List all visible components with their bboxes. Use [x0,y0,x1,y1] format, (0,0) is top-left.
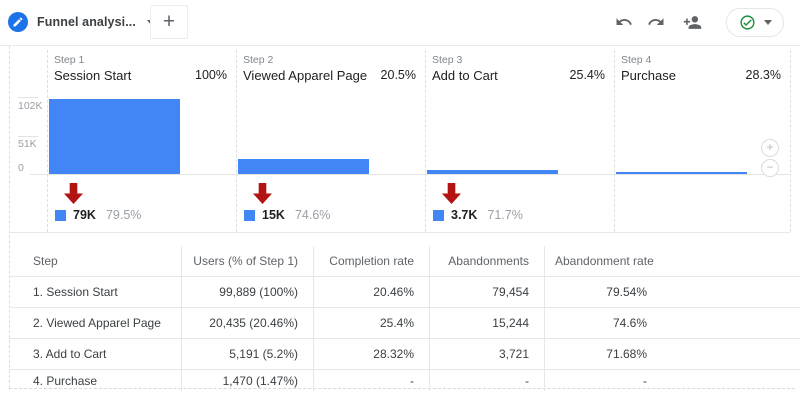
table-column-header[interactable]: Step [9,246,182,277]
table-cell-value: 99,889 (100%) [181,276,314,308]
abandonment-arrow-icon [63,182,84,205]
table-cell-value: - [313,369,430,391]
funnel-panel-divider [9,232,790,233]
funnel-step-name: Viewed Apparel Page [243,68,368,83]
legend-swatch [244,209,255,221]
table-cell-value: 3,721 [429,338,545,370]
funnel-bar-step-1[interactable] [49,99,180,174]
legend-swatch [433,209,444,221]
table-cell-value: 71.68% [606,347,647,361]
funnel-bar-step-2[interactable] [238,159,369,174]
table-cell-value: - [643,373,647,388]
add-tab-button[interactable]: + [150,5,188,39]
table-row: 1. Session Start 99,889 (100%) 20.46% 79,45… [9,276,800,308]
funnel-step-rate: 20.5% [380,68,416,82]
table-cell-value: - [544,369,800,391]
funnel-step-label: Step 2 [243,54,274,66]
abandonment-value: 79K [73,208,96,222]
table-cell-value: 15,244 [429,307,545,339]
funnel-step-name: Purchase [621,68,676,83]
table-cell-value: 1,470 (1.47%) [181,369,314,391]
funnel-column-separator [614,50,615,232]
table-row: 2. Viewed Apparel Page 20,435 (20.46%) 25.… [9,307,800,339]
abandonment-legend: 79K 79.5% [55,208,141,222]
funnel-step-name: Session Start [54,68,132,83]
funnel-step-name: Add to Cart [432,68,498,83]
abandonment-value: 3.7K [451,208,478,222]
tab-label: Funnel analysi... [37,15,136,29]
table-cell-value: 79,454 [429,276,545,308]
check-circle-icon [739,14,756,31]
zoom-in-button[interactable]: + [761,139,779,157]
abandonment-arrow-icon [441,182,462,205]
x-axis-line [30,174,790,175]
funnel-step-label: Step 1 [54,54,85,66]
funnel-table: Step Users (% of Step 1) Completion rate Ab… [9,246,800,391]
abandonment-arrow-icon [252,182,273,205]
table-cell-step: 3. Add to Cart [9,338,182,370]
abandonment-legend: 15K 74.6% [244,208,330,222]
y-axis-tick [18,97,38,98]
table-cell-value: - [429,369,545,391]
table-cell-value: 28.32% [313,338,430,370]
table-cell-value: 79.54% [606,285,647,299]
y-axis-label: 51K [18,138,37,150]
table-cell-value: 25.4% [313,307,430,339]
y-axis-label: 102K [18,100,43,112]
funnel-step-rate: 28.3% [745,68,781,82]
table-column-header[interactable]: Users (% of Step 1) [181,246,314,277]
table-column-header[interactable]: Abandonment rate [555,254,654,268]
funnel-step-label: Step 3 [432,54,463,66]
table-cell-value: 79.54% [544,276,800,308]
table-header-row: Step Users (% of Step 1) Completion rate Ab… [9,246,800,277]
y-axis-label: 0 [18,162,24,174]
chevron-down-icon [763,20,772,25]
funnel-chart: 102K 51K 0 Step 1 Session Start 100% 79K 79.5% S… [0,46,800,233]
table-column-header[interactable]: Abandonments [429,246,545,277]
table-row: 3. Add to Cart 5,191 (5.2%) 28.32% 3,721 71.… [9,338,800,370]
funnel-step-rate: 25.4% [569,68,605,82]
abandonment-rate: 79.5% [105,208,142,222]
table-cell-step: 1. Session Start [9,276,182,308]
table-column-header[interactable]: Completion rate [313,246,430,277]
funnel-column-separator [790,50,791,232]
redo-button[interactable] [646,12,666,32]
funnel-column-separator [47,50,48,232]
undo-button[interactable] [614,12,634,32]
table-cell-value: 74.6% [544,307,800,339]
status-dropdown-button[interactable] [726,8,784,37]
abandonment-rate: 74.6% [294,208,331,222]
table-body: 1. Session Start 99,889 (100%) 20.46% 79,45… [9,276,800,391]
tab-funnel-analysis[interactable]: Funnel analysi... [8,5,155,39]
table-cell-step: 4. Purchase [9,369,182,391]
table-cell-value: 5,191 (5.2%) [181,338,314,370]
funnel-column-separator [236,50,237,232]
funnel-bar-step-3[interactable] [427,170,558,174]
table-cell-value: 71.68% [544,338,800,370]
share-person-add-icon[interactable] [682,12,702,32]
funnel-step-label: Step 4 [621,54,652,66]
table-row: 4. Purchase 1,470 (1.47%) - - - [9,369,800,391]
abandonment-value: 15K [262,208,285,222]
legend-swatch [55,209,66,221]
abandonment-rate: 71.7% [487,208,523,222]
funnel-step-rate: 100% [195,68,227,82]
toolbar: Funnel analysi... + [0,0,800,46]
funnel-bar-step-4[interactable] [616,172,747,174]
table-cell-value: 74.6% [612,316,647,330]
table-cell-value: 20,435 (20.46%) [181,307,314,339]
zoom-out-button[interactable]: − [761,159,779,177]
abandonment-legend: 3.7K 71.7% [433,208,523,222]
funnel-column-separator [425,50,426,232]
y-axis-tick [18,136,38,137]
table-cell-step: 2. Viewed Apparel Page [9,307,182,339]
table-cell-value: 20.46% [313,276,430,308]
edit-pencil-icon [8,12,28,32]
canvas-border [9,46,10,388]
